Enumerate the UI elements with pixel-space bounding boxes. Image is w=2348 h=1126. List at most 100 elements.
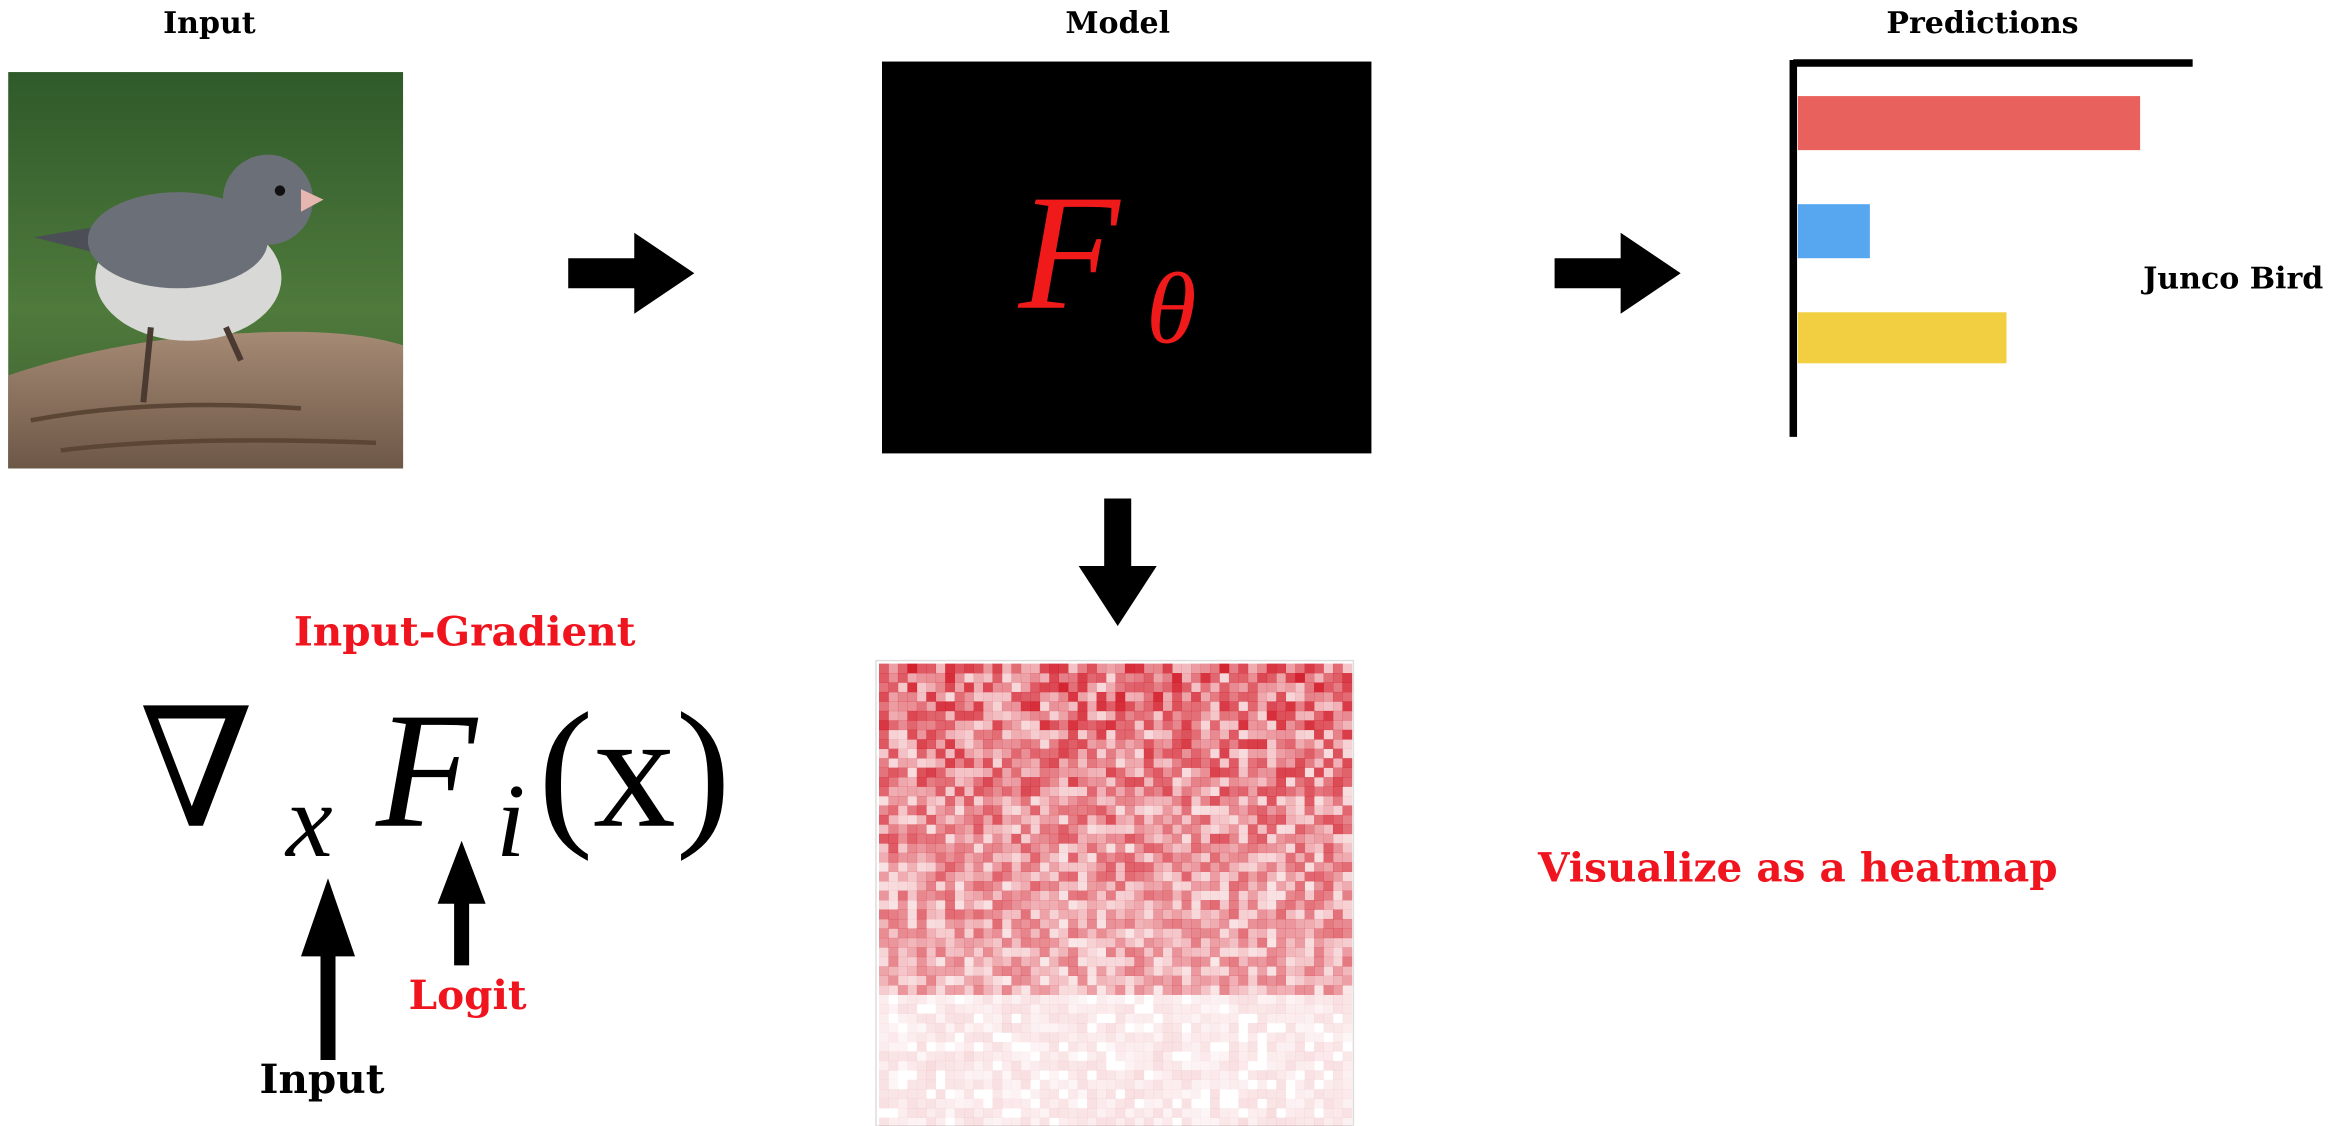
heat-cell — [1125, 1061, 1135, 1071]
heat-cell — [983, 1108, 993, 1118]
heat-cell — [1097, 787, 1107, 797]
heat-cell — [1134, 749, 1144, 759]
heat-cell — [1106, 881, 1116, 891]
heat-cell — [926, 1051, 936, 1061]
heat-cell — [1163, 995, 1173, 1005]
heat-cell — [888, 891, 898, 901]
heat-cell — [1125, 683, 1135, 693]
heat-cell — [1030, 796, 1040, 806]
heat-cell — [1238, 947, 1248, 957]
heat-cell — [1153, 683, 1163, 693]
heat-cell — [1153, 843, 1163, 853]
heat-cell — [1229, 938, 1239, 948]
heat-cell — [1163, 796, 1173, 806]
heat-cell — [1248, 1070, 1258, 1080]
heat-cell — [1163, 1070, 1173, 1080]
heat-cell — [1049, 947, 1059, 957]
heat-cell — [1172, 843, 1182, 853]
heat-cell — [955, 701, 965, 711]
heat-cell — [974, 673, 984, 683]
heat-cell — [1134, 768, 1144, 778]
heat-cell — [1153, 739, 1163, 749]
heat-cell — [1163, 834, 1173, 844]
heat-cell — [1115, 1108, 1125, 1118]
heat-cell — [974, 664, 984, 674]
heat-cell — [1115, 824, 1125, 834]
heat-cell — [1106, 1032, 1116, 1042]
heat-cell — [964, 834, 974, 844]
heat-cell — [888, 711, 898, 721]
heat-cell — [974, 1118, 984, 1126]
heat-cell — [1059, 910, 1069, 920]
heat-cell — [1276, 739, 1286, 749]
heat-cell — [888, 787, 898, 797]
heat-cell — [974, 976, 984, 986]
heat-cell — [1163, 692, 1173, 702]
heat-cell — [1182, 1089, 1192, 1099]
heat-cell — [974, 815, 984, 825]
heat-cell — [917, 900, 927, 910]
heat-cell — [1002, 692, 1012, 702]
heat-cell — [1144, 1032, 1154, 1042]
heat-cell — [1324, 711, 1334, 721]
heat-cell — [1191, 862, 1201, 872]
heat-cell — [1229, 1042, 1239, 1052]
heat-cell — [1295, 1014, 1305, 1024]
heat-cell — [1182, 976, 1192, 986]
heat-cell — [1144, 673, 1154, 683]
heat-cell — [1276, 910, 1286, 920]
heat-cell — [1134, 1080, 1144, 1090]
heat-cell — [1182, 966, 1192, 976]
heat-cell — [1059, 720, 1069, 730]
heat-cell — [964, 815, 974, 825]
heat-cell — [1201, 843, 1211, 853]
heat-cell — [1106, 1023, 1116, 1033]
heat-cell — [1068, 976, 1078, 986]
heat-cell — [1248, 701, 1258, 711]
heat-cell — [1248, 985, 1258, 995]
heat-cell — [1021, 957, 1031, 967]
heat-cell — [1191, 1032, 1201, 1042]
heat-cell — [936, 664, 946, 674]
heat-cell — [1191, 957, 1201, 967]
heat-cell — [1021, 834, 1031, 844]
heat-cell — [926, 805, 936, 815]
heat-cell — [1324, 777, 1334, 787]
heat-cell — [1210, 910, 1220, 920]
heat-cell — [1219, 1080, 1229, 1090]
heat-cell — [964, 919, 974, 929]
heat-cell — [1295, 1051, 1305, 1061]
heat-cell — [1040, 1004, 1050, 1014]
heat-cell — [1191, 777, 1201, 787]
heat-cell — [1021, 1014, 1031, 1024]
heat-cell — [936, 692, 946, 702]
heat-cell — [879, 730, 889, 740]
heat-cell — [888, 1061, 898, 1071]
heat-cell — [917, 1080, 927, 1090]
heat-cell — [1267, 692, 1277, 702]
heat-cell — [936, 985, 946, 995]
heat-cell — [1267, 1118, 1277, 1126]
heat-cell — [1002, 730, 1012, 740]
heat-cell — [983, 862, 993, 872]
heat-cell — [945, 891, 955, 901]
heat-cell — [879, 1061, 889, 1071]
heat-cell — [879, 1023, 889, 1033]
heat-cell — [955, 1023, 965, 1033]
heat-cell — [1059, 995, 1069, 1005]
heat-cell — [888, 910, 898, 920]
heat-cell — [1030, 995, 1040, 1005]
heat-cell — [983, 928, 993, 938]
heat-cell — [1040, 966, 1050, 976]
heat-cell — [936, 928, 946, 938]
heat-cell — [1267, 938, 1277, 948]
heat-cell — [1333, 787, 1343, 797]
heat-cell — [1115, 872, 1125, 882]
heat-cell — [936, 891, 946, 901]
heat-cell — [945, 919, 955, 929]
heat-cell — [926, 1014, 936, 1024]
heat-cell — [898, 824, 908, 834]
heat-cell — [1002, 711, 1012, 721]
heat-cell — [1059, 739, 1069, 749]
heat-cell — [917, 796, 927, 806]
